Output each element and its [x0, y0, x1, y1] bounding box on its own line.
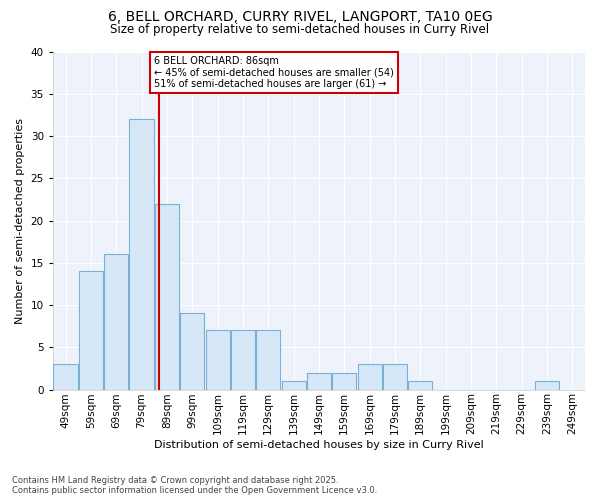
- Text: 6 BELL ORCHARD: 86sqm
← 45% of semi-detached houses are smaller (54)
51% of semi: 6 BELL ORCHARD: 86sqm ← 45% of semi-deta…: [154, 56, 394, 89]
- Bar: [231, 330, 255, 390]
- Bar: [180, 314, 204, 390]
- Text: 6, BELL ORCHARD, CURRY RIVEL, LANGPORT, TA10 0EG: 6, BELL ORCHARD, CURRY RIVEL, LANGPORT, …: [107, 10, 493, 24]
- Text: Size of property relative to semi-detached houses in Curry Rivel: Size of property relative to semi-detach…: [110, 22, 490, 36]
- Y-axis label: Number of semi-detached properties: Number of semi-detached properties: [15, 118, 25, 324]
- Bar: [155, 204, 179, 390]
- Bar: [408, 381, 433, 390]
- Bar: [535, 381, 559, 390]
- Bar: [358, 364, 382, 390]
- Bar: [383, 364, 407, 390]
- Bar: [281, 381, 305, 390]
- Bar: [256, 330, 280, 390]
- Bar: [206, 330, 230, 390]
- Bar: [79, 271, 103, 390]
- Bar: [307, 372, 331, 390]
- X-axis label: Distribution of semi-detached houses by size in Curry Rivel: Distribution of semi-detached houses by …: [154, 440, 484, 450]
- Bar: [53, 364, 77, 390]
- Bar: [104, 254, 128, 390]
- Bar: [332, 372, 356, 390]
- Text: Contains HM Land Registry data © Crown copyright and database right 2025.
Contai: Contains HM Land Registry data © Crown c…: [12, 476, 377, 495]
- Bar: [130, 119, 154, 390]
